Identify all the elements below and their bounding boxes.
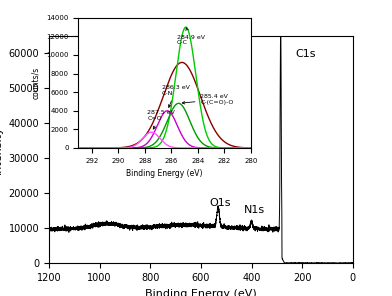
Text: N1s: N1s xyxy=(243,205,265,215)
X-axis label: Binding Energy (eV): Binding Energy (eV) xyxy=(145,289,257,296)
Text: 287.5 eV
C=O: 287.5 eV C=O xyxy=(147,110,175,129)
Text: 284.9 eV
C-C: 284.9 eV C-C xyxy=(176,28,205,45)
Text: C1s: C1s xyxy=(296,49,316,59)
Text: O1s: O1s xyxy=(209,198,230,207)
Text: 285.4 eV
C-(C=O)-O: 285.4 eV C-(C=O)-O xyxy=(182,94,234,105)
Y-axis label: Intensity: Intensity xyxy=(0,125,3,174)
Text: 286.3 eV
C-N: 286.3 eV C-N xyxy=(162,85,190,107)
X-axis label: Binding Energy (eV): Binding Energy (eV) xyxy=(126,169,203,178)
Y-axis label: counts/s: counts/s xyxy=(32,67,41,99)
